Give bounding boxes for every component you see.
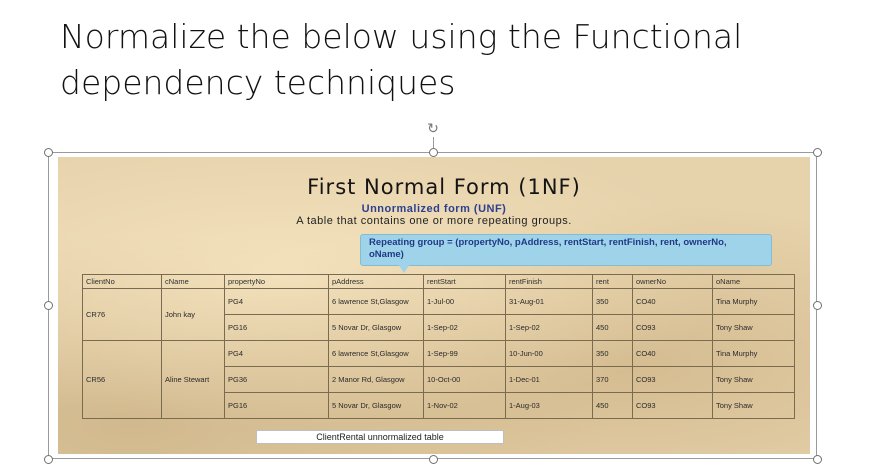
cell-rentfinish: 10-Jun-00 [505,340,593,367]
table-row: PG16 5 Novar Dr, Glasgow 1-Nov-02 1-Aug-… [83,392,795,419]
callout-pointer [398,264,410,273]
cell-clientno: CR56 [82,340,162,419]
cell-rentstart: 1-Nov-02 [423,392,506,419]
rotation-stem [433,137,434,153]
cell-rentstart: 1-Jul-00 [423,288,506,315]
cell-propertyno: PG4 [224,288,329,315]
table-row: PG16 5 Novar Dr, Glasgow 1-Sep-02 1-Sep-… [83,314,795,341]
image-description: A table that contains one or more repeat… [296,215,572,227]
table-header-row: ClientNo cName propertyNo pAddress rentS… [82,274,795,289]
cell-rentfinish: 1-Aug-03 [505,392,593,419]
cell-clientno: CR76 [82,288,162,341]
cell-ownerno: CO93 [632,314,713,341]
rotate-handle-icon[interactable]: ↻ [427,121,439,137]
resize-handle-left[interactable] [44,301,53,310]
cell-paddress: 5 Novar Dr, Glasgow [328,392,424,419]
cell-rent: 350 [592,288,633,315]
cell-paddress: 2 Manor Rd, Glasgow [328,366,424,393]
resize-handle-bottom-right[interactable] [813,455,822,464]
cell-cname: Aline Stewart [161,340,225,419]
unf-table-image[interactable]: First Normal Form (1NF) Unnormalized for… [58,157,810,454]
resize-handle-top-right[interactable] [813,148,822,157]
image-title: First Normal Form (1NF) [307,175,581,199]
cell-oname: Tina Murphy [712,288,795,315]
slide-title: Normalize the below using the Functional… [60,17,743,102]
table-caption: ClientRental unnormalized table [256,430,504,444]
cell-rentfinish: 1-Dec-01 [505,366,593,393]
cell-rent: 350 [592,340,633,367]
resize-handle-top[interactable] [429,148,438,157]
cell-oname: Tina Murphy [712,340,795,367]
resize-handle-top-left[interactable] [44,148,53,157]
cell-rentstart: 1-Sep-02 [423,314,506,341]
table-row: CR56 Aline Stewart PG4 6 lawrence St,Gla… [82,340,795,419]
table-row: PG36 2 Manor Rd, Glasgow 10-Oct-00 1-Dec… [83,366,795,393]
cell-rentfinish: 31-Aug-01 [505,288,593,315]
resize-handle-right[interactable] [813,301,822,310]
cell-rent: 370 [592,366,633,393]
image-subtitle: Unnormalized form (UNF) [361,203,507,215]
cell-paddress: 6 lawrence St,Glasgow [328,288,424,315]
cell-cname: John kay [161,288,225,341]
cell-ownerno: CO40 [632,288,713,315]
cell-oname: Tony Shaw [712,366,795,393]
cell-ownerno: CO93 [632,366,713,393]
resize-handle-bottom[interactable] [429,455,438,464]
resize-handle-bottom-left[interactable] [44,455,53,464]
cell-ownerno: CO93 [632,392,713,419]
repeating-group-callout: Repeating group = (propertyNo, pAddress,… [360,234,772,266]
table-row: CR76 John kay PG4 6 lawrence St,Glasgow … [82,288,795,341]
cell-rent: 450 [592,392,633,419]
client-rental-table: ClientNo cName propertyNo pAddress rentS… [82,274,795,419]
cell-oname: Tony Shaw [712,392,795,419]
selection-frame [48,152,817,459]
